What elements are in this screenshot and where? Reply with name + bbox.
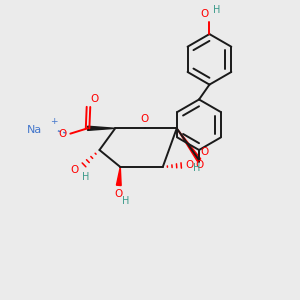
Polygon shape [116,167,121,186]
Polygon shape [88,126,115,130]
Text: O: O [91,94,99,104]
Text: O: O [195,160,203,170]
Text: O: O [115,189,123,199]
Text: O: O [200,147,209,157]
Text: H: H [122,196,129,206]
Text: O: O [186,160,194,170]
Polygon shape [177,128,201,161]
Text: O: O [200,9,208,19]
Text: H: H [193,164,200,173]
Text: H: H [213,5,221,15]
Text: Na: Na [27,125,42,135]
Text: O: O [141,114,149,124]
Text: O: O [70,166,79,176]
Text: O: O [58,129,67,139]
Text: +: + [50,117,58,126]
Text: H: H [82,172,89,182]
